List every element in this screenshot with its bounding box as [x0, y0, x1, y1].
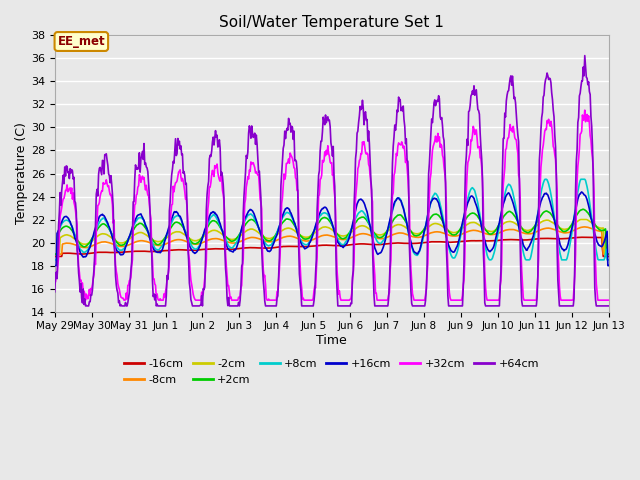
- +16cm: [172, 209, 180, 215]
- -16cm: [578, 234, 586, 240]
- +64cm: [51, 289, 59, 295]
- Text: EE_met: EE_met: [58, 35, 105, 48]
- +16cm: [578, 189, 586, 195]
- Title: Soil/Water Temperature Set 1: Soil/Water Temperature Set 1: [220, 15, 444, 30]
- +16cm: [196, 243, 204, 249]
- +8cm: [541, 176, 549, 182]
- +2cm: [51, 251, 59, 257]
- +8cm: [51, 257, 59, 263]
- +2cm: [377, 235, 385, 240]
- +64cm: [197, 302, 205, 308]
- -2cm: [172, 229, 180, 235]
- +2cm: [432, 211, 440, 217]
- +8cm: [323, 211, 331, 216]
- +16cm: [605, 263, 612, 268]
- -8cm: [196, 240, 204, 246]
- -16cm: [377, 241, 385, 247]
- +8cm: [172, 213, 180, 219]
- +32cm: [324, 143, 332, 149]
- +32cm: [605, 297, 612, 303]
- Line: +8cm: +8cm: [55, 179, 609, 260]
- -2cm: [554, 224, 562, 229]
- -16cm: [432, 239, 440, 245]
- +2cm: [196, 237, 204, 243]
- +16cm: [377, 250, 385, 255]
- -2cm: [605, 251, 612, 257]
- -8cm: [605, 251, 612, 257]
- -8cm: [554, 228, 562, 234]
- Line: +16cm: +16cm: [55, 192, 609, 265]
- Line: +64cm: +64cm: [55, 56, 609, 306]
- +8cm: [196, 241, 204, 247]
- +32cm: [173, 178, 181, 184]
- X-axis label: Time: Time: [316, 334, 347, 347]
- -8cm: [51, 251, 59, 257]
- +32cm: [581, 107, 589, 113]
- -2cm: [432, 221, 440, 227]
- +32cm: [555, 262, 563, 267]
- +8cm: [377, 240, 385, 246]
- +16cm: [323, 206, 331, 212]
- +64cm: [173, 150, 181, 156]
- +16cm: [432, 196, 440, 202]
- +2cm: [605, 251, 612, 257]
- +64cm: [581, 53, 589, 59]
- +8cm: [605, 257, 612, 263]
- +64cm: [324, 114, 332, 120]
- -2cm: [51, 251, 59, 257]
- +64cm: [82, 303, 90, 309]
- -8cm: [581, 224, 589, 230]
- -16cm: [172, 247, 180, 253]
- Line: -16cm: -16cm: [55, 237, 609, 256]
- +64cm: [555, 291, 563, 297]
- -16cm: [554, 236, 562, 242]
- +8cm: [555, 243, 563, 249]
- -8cm: [172, 237, 180, 243]
- Line: -8cm: -8cm: [55, 227, 609, 254]
- +2cm: [579, 206, 587, 212]
- -8cm: [377, 236, 385, 241]
- Line: -2cm: -2cm: [55, 219, 609, 254]
- +2cm: [554, 223, 562, 228]
- -16cm: [196, 247, 204, 252]
- +16cm: [554, 232, 562, 238]
- -8cm: [323, 232, 331, 238]
- -8cm: [432, 229, 440, 235]
- Legend: -16cm, -8cm, -2cm, +2cm, +8cm, +16cm, +32cm, +64cm: -16cm, -8cm, -2cm, +2cm, +8cm, +16cm, +3…: [120, 355, 543, 389]
- Line: +2cm: +2cm: [55, 209, 609, 254]
- +8cm: [432, 191, 440, 196]
- -16cm: [51, 253, 59, 259]
- +64cm: [433, 100, 440, 106]
- Line: +32cm: +32cm: [55, 110, 609, 300]
- Y-axis label: Temperature (C): Temperature (C): [15, 122, 28, 225]
- -2cm: [377, 232, 385, 238]
- -16cm: [323, 242, 331, 248]
- -2cm: [323, 224, 331, 230]
- -2cm: [577, 216, 585, 222]
- -2cm: [196, 236, 204, 242]
- +32cm: [378, 297, 385, 303]
- -16cm: [605, 253, 612, 259]
- +2cm: [323, 216, 331, 221]
- +64cm: [378, 303, 385, 309]
- +16cm: [51, 263, 59, 268]
- +64cm: [605, 303, 612, 309]
- +32cm: [51, 279, 59, 285]
- +32cm: [197, 297, 205, 303]
- +2cm: [172, 219, 180, 225]
- +32cm: [433, 139, 440, 144]
- +32cm: [82, 297, 90, 303]
